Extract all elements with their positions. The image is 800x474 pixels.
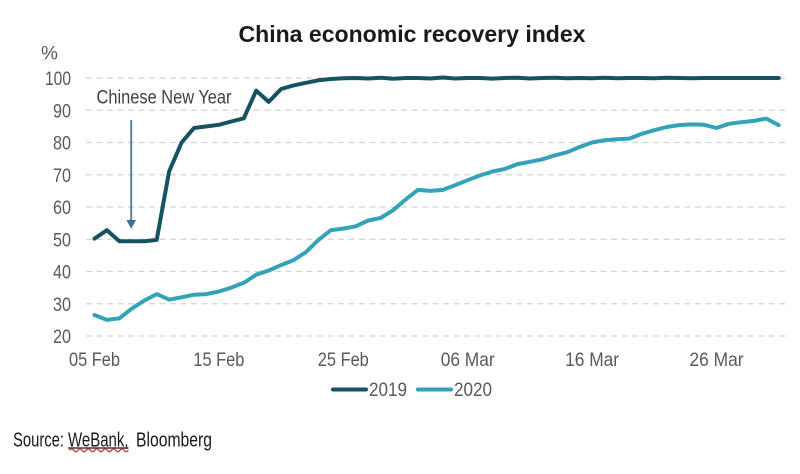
svg-text:40: 40 (53, 262, 71, 284)
svg-text:Chinese New Year: Chinese New Year (97, 88, 233, 109)
svg-text:30: 30 (53, 294, 71, 316)
svg-text:05 Feb: 05 Feb (69, 349, 120, 371)
svg-text:%: % (41, 44, 58, 65)
svg-text:2019: 2019 (369, 379, 407, 401)
svg-text:100: 100 (45, 68, 71, 90)
svg-text:80: 80 (53, 133, 71, 155)
svg-text:15 Feb: 15 Feb (193, 349, 244, 371)
svg-text:25 Feb: 25 Feb (318, 349, 369, 371)
svg-text:26 Mar: 26 Mar (690, 349, 744, 371)
svg-text:50: 50 (53, 229, 71, 251)
svg-text:China economic recovery index: China economic recovery index (239, 21, 586, 47)
svg-text:16 Mar: 16 Mar (565, 349, 619, 371)
svg-text:20: 20 (53, 326, 71, 348)
svg-text:90: 90 (53, 100, 71, 122)
svg-text:WeBank,: WeBank, (68, 430, 129, 452)
svg-text:70: 70 (53, 165, 71, 187)
svg-text:2020: 2020 (454, 379, 492, 401)
svg-text:Bloomberg: Bloomberg (136, 430, 212, 452)
svg-text:Source:: Source: (13, 430, 64, 452)
svg-text:60: 60 (53, 197, 71, 219)
svg-text:06 Mar: 06 Mar (441, 349, 495, 371)
